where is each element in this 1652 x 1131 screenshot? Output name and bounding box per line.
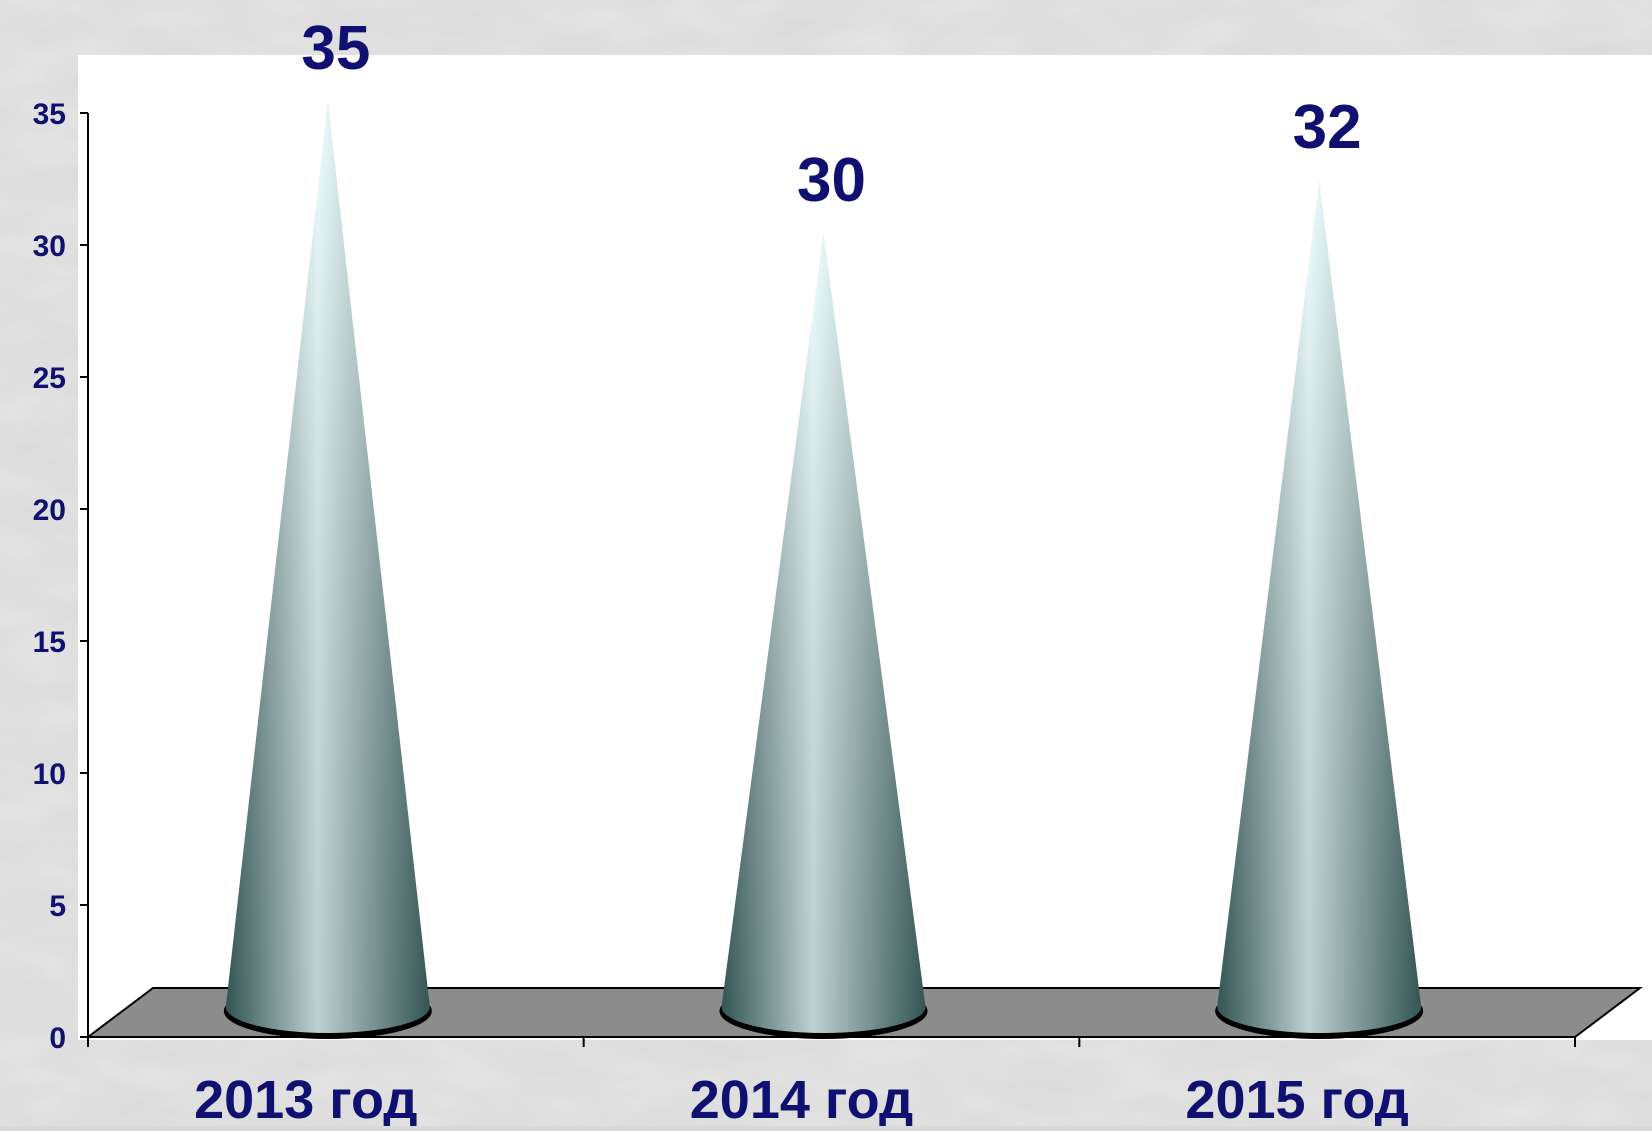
- category-label: 2013 год: [194, 1070, 417, 1126]
- y-tick-label: 25: [33, 362, 66, 395]
- cone-mark: [719, 233, 928, 1039]
- cone-shading: [225, 101, 430, 1033]
- y-tick-label: 5: [49, 890, 66, 923]
- y-tick-label: 0: [49, 1022, 66, 1055]
- data-label: 35: [301, 14, 370, 83]
- data-label: 30: [797, 146, 866, 215]
- data-labels: 35 30 32: [301, 14, 1361, 215]
- cone-shading: [1217, 180, 1422, 1033]
- y-tick-label: 10: [33, 758, 66, 791]
- cone-mark: [223, 101, 432, 1039]
- cone-shading: [721, 233, 926, 1033]
- y-tick-label: 35: [33, 98, 66, 131]
- x-axis-ticks: [87, 1037, 1576, 1047]
- y-tick-label: 30: [33, 230, 66, 263]
- y-tick-label: 15: [33, 626, 66, 659]
- y-tick-label: 20: [33, 494, 66, 527]
- y-axis-ticks: 0 5 10 15 20 25 30 35: [33, 98, 88, 1055]
- cone-mark: [1215, 180, 1424, 1039]
- data-label: 32: [1293, 93, 1362, 162]
- cone-series: [223, 101, 1424, 1039]
- category-label: 2014 год: [690, 1070, 913, 1126]
- x-axis-labels: 2013 год 2014 год 2015 год: [194, 1070, 1409, 1130]
- category-label: 2015 год: [1185, 1070, 1408, 1126]
